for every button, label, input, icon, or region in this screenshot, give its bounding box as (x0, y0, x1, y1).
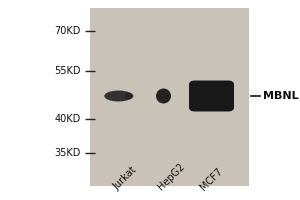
Ellipse shape (104, 90, 133, 102)
Text: 70KD: 70KD (55, 26, 81, 36)
Bar (90, 8, 249, 186)
Text: MBNL1: MBNL1 (262, 91, 300, 101)
Ellipse shape (124, 93, 134, 99)
Text: 55KD: 55KD (55, 66, 81, 76)
Ellipse shape (156, 88, 171, 104)
Text: 40KD: 40KD (55, 114, 81, 124)
Text: 35KD: 35KD (55, 148, 81, 158)
Text: HepG2: HepG2 (156, 161, 187, 192)
FancyBboxPatch shape (189, 80, 234, 112)
Text: MCF7: MCF7 (198, 166, 225, 192)
Text: Jurkat: Jurkat (111, 165, 139, 192)
